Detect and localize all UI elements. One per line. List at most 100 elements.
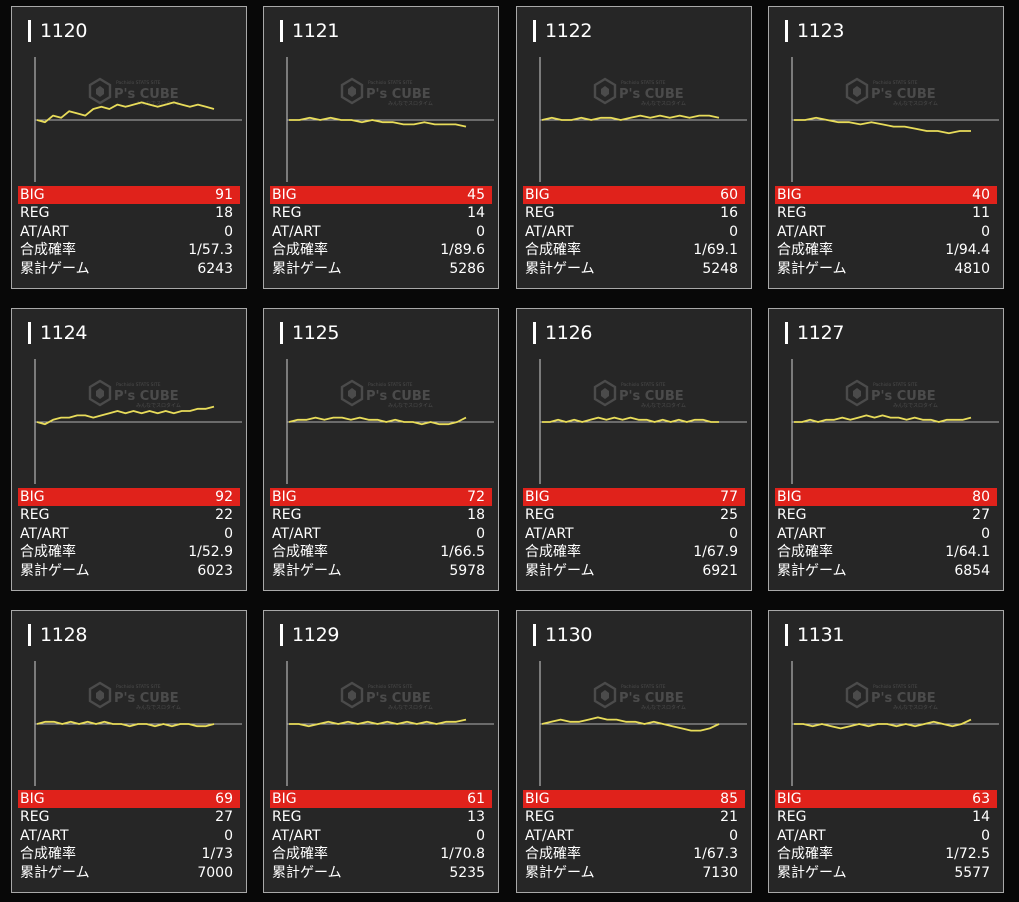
atart-row: AT/ART 0 [18,525,240,543]
probability-label: 合成確率 [20,242,76,259]
machine-card[interactable]: 1123 P's CUBE Pachislo STATS SITE みんなでスロ… [768,6,1004,289]
slump-line [794,116,971,135]
header-accent-bar [533,624,536,646]
probability-value: 1/57.3 [188,242,233,259]
pscube-logo-watermark: P's CUBE Pachislo STATS SITE みんなでスロタイム [88,681,181,711]
watermark-tagline-top: Pachislo STATS SITE [116,80,161,86]
big-row: BIG 72 [270,488,492,507]
reg-label: REG [20,809,50,826]
atart-label: AT/ART [20,827,69,844]
probability-row: 合成確率 1/72.5 [775,845,997,863]
slump-graph: P's CUBE Pachislo STATS SITE みんなでスロタイム [286,57,494,182]
watermark-tagline-top: Pachislo STATS SITE [116,382,161,388]
machine-card[interactable]: 1122 P's CUBE Pachislo STATS SITE みんなでスロ… [516,6,752,289]
probability-label: 合成確率 [20,544,76,561]
pscube-logo-watermark: P's CUBE Pachislo STATS SITE みんなでスロタイム [593,681,686,711]
cube-logo-icon [88,379,112,407]
reg-value: 18 [467,507,485,524]
probability-label: 合成確率 [777,544,833,561]
atart-value: 0 [729,827,738,844]
probability-value: 1/73 [201,846,233,863]
machine-card[interactable]: 1126 P's CUBE Pachislo STATS SITE みんなでスロ… [516,308,752,591]
reg-value: 16 [720,205,738,222]
machine-card[interactable]: 1130 P's CUBE Pachislo STATS SITE みんなでスロ… [516,610,752,893]
watermark-tagline-top: Pachislo STATS SITE [621,684,666,690]
machine-card[interactable]: 1124 P's CUBE Pachislo STATS SITE みんなでスロ… [11,308,247,591]
watermark-brand: P's CUBE [871,87,936,102]
cube-logo-icon [845,379,869,407]
reg-value: 27 [215,809,233,826]
watermark-tagline-top: Pachislo STATS SITE [621,80,666,86]
probability-row: 合成確率 1/57.3 [18,241,240,259]
probability-row: 合成確率 1/73 [18,845,240,863]
watermark-tagline-top: Pachislo STATS SITE [116,684,161,690]
reg-value: 25 [720,507,738,524]
atart-label: AT/ART [525,827,574,844]
reg-row: REG 21 [523,808,745,826]
watermark-tagline-top: Pachislo STATS SITE [621,382,666,388]
probability-row: 合成確率 1/70.8 [270,845,492,863]
reg-row: REG 16 [523,204,745,222]
machine-card[interactable]: 1127 P's CUBE Pachislo STATS SITE みんなでスロ… [768,308,1004,591]
big-value: 72 [467,489,485,505]
reg-row: REG 27 [775,506,997,524]
cube-logo-icon [340,681,364,709]
watermark-tagline-top: Pachislo STATS SITE [368,80,413,86]
big-label: BIG [525,489,550,505]
reg-label: REG [525,809,555,826]
stats-table: BIG 77 REG 25 AT/ART 0 合成確率 1/67.9 累計ゲーム… [523,488,745,580]
machine-card[interactable]: 1121 P's CUBE Pachislo STATS SITE みんなでスロ… [263,6,499,289]
pscube-logo-watermark: P's CUBE Pachislo STATS SITE みんなでスロタイム [845,681,938,711]
games-label: 累計ゲーム [20,562,90,579]
probability-value: 1/89.6 [440,242,485,259]
watermark-tagline-top: Pachislo STATS SITE [368,382,413,388]
games-row: 累計ゲーム 4810 [775,260,997,278]
big-row: BIG 91 [18,186,240,205]
pscube-logo-watermark: P's CUBE Pachislo STATS SITE みんなでスロタイム [340,379,433,409]
slump-graph: P's CUBE Pachislo STATS SITE みんなでスロタイム [791,661,999,786]
watermark-tagline-top: Pachislo STATS SITE [368,684,413,690]
probability-row: 合成確率 1/67.9 [523,543,745,561]
stats-table: BIG 72 REG 18 AT/ART 0 合成確率 1/66.5 累計ゲーム… [270,488,492,580]
atart-row: AT/ART 0 [523,827,745,845]
slump-graph: P's CUBE Pachislo STATS SITE みんなでスロタイム [791,57,999,182]
games-label: 累計ゲーム [272,562,342,579]
atart-row: AT/ART 0 [775,525,997,543]
card-header: 1123 [785,19,844,43]
header-accent-bar [28,624,31,646]
pscube-logo-watermark: P's CUBE Pachislo STATS SITE みんなでスロタイム [340,681,433,711]
machine-card[interactable]: 1128 P's CUBE Pachislo STATS SITE みんなでスロ… [11,610,247,893]
atart-value: 0 [729,223,738,240]
reg-row: REG 13 [270,808,492,826]
games-value: 7000 [197,864,233,881]
stats-table: BIG 91 REG 18 AT/ART 0 合成確率 1/57.3 累計ゲーム… [18,186,240,278]
pscube-logo-watermark: P's CUBE Pachislo STATS SITE みんなでスロタイム [845,77,938,107]
probability-value: 1/94.4 [945,242,990,259]
machine-number: 1124 [40,322,88,344]
machine-number: 1126 [545,322,593,344]
machine-card[interactable]: 1129 P's CUBE Pachislo STATS SITE みんなでスロ… [263,610,499,893]
card-header: 1130 [533,623,592,647]
machine-card[interactable]: 1125 P's CUBE Pachislo STATS SITE みんなでスロ… [263,308,499,591]
atart-value: 0 [729,525,738,542]
reg-value: 27 [972,507,990,524]
probability-value: 1/72.5 [945,846,990,863]
header-accent-bar [785,322,788,344]
machine-card[interactable]: 1120 P's CUBE Pachislo STATS SITE みんなでスロ… [11,6,247,289]
atart-value: 0 [224,525,233,542]
header-accent-bar [28,20,31,42]
atart-row: AT/ART 0 [270,223,492,241]
atart-value: 0 [981,827,990,844]
slump-graph: P's CUBE Pachislo STATS SITE みんなでスロタイム [539,661,747,786]
games-value: 5286 [449,260,485,277]
atart-label: AT/ART [272,223,321,240]
slump-graph: P's CUBE Pachislo STATS SITE みんなでスロタイム [791,359,999,484]
slump-line [794,718,972,730]
probability-value: 1/70.8 [440,846,485,863]
machine-card[interactable]: 1131 P's CUBE Pachislo STATS SITE みんなでスロ… [768,610,1004,893]
stats-table: BIG 60 REG 16 AT/ART 0 合成確率 1/69.1 累計ゲーム… [523,186,745,278]
games-value: 5235 [449,864,485,881]
slump-line [36,720,215,728]
big-label: BIG [777,187,802,203]
header-accent-bar [280,20,283,42]
